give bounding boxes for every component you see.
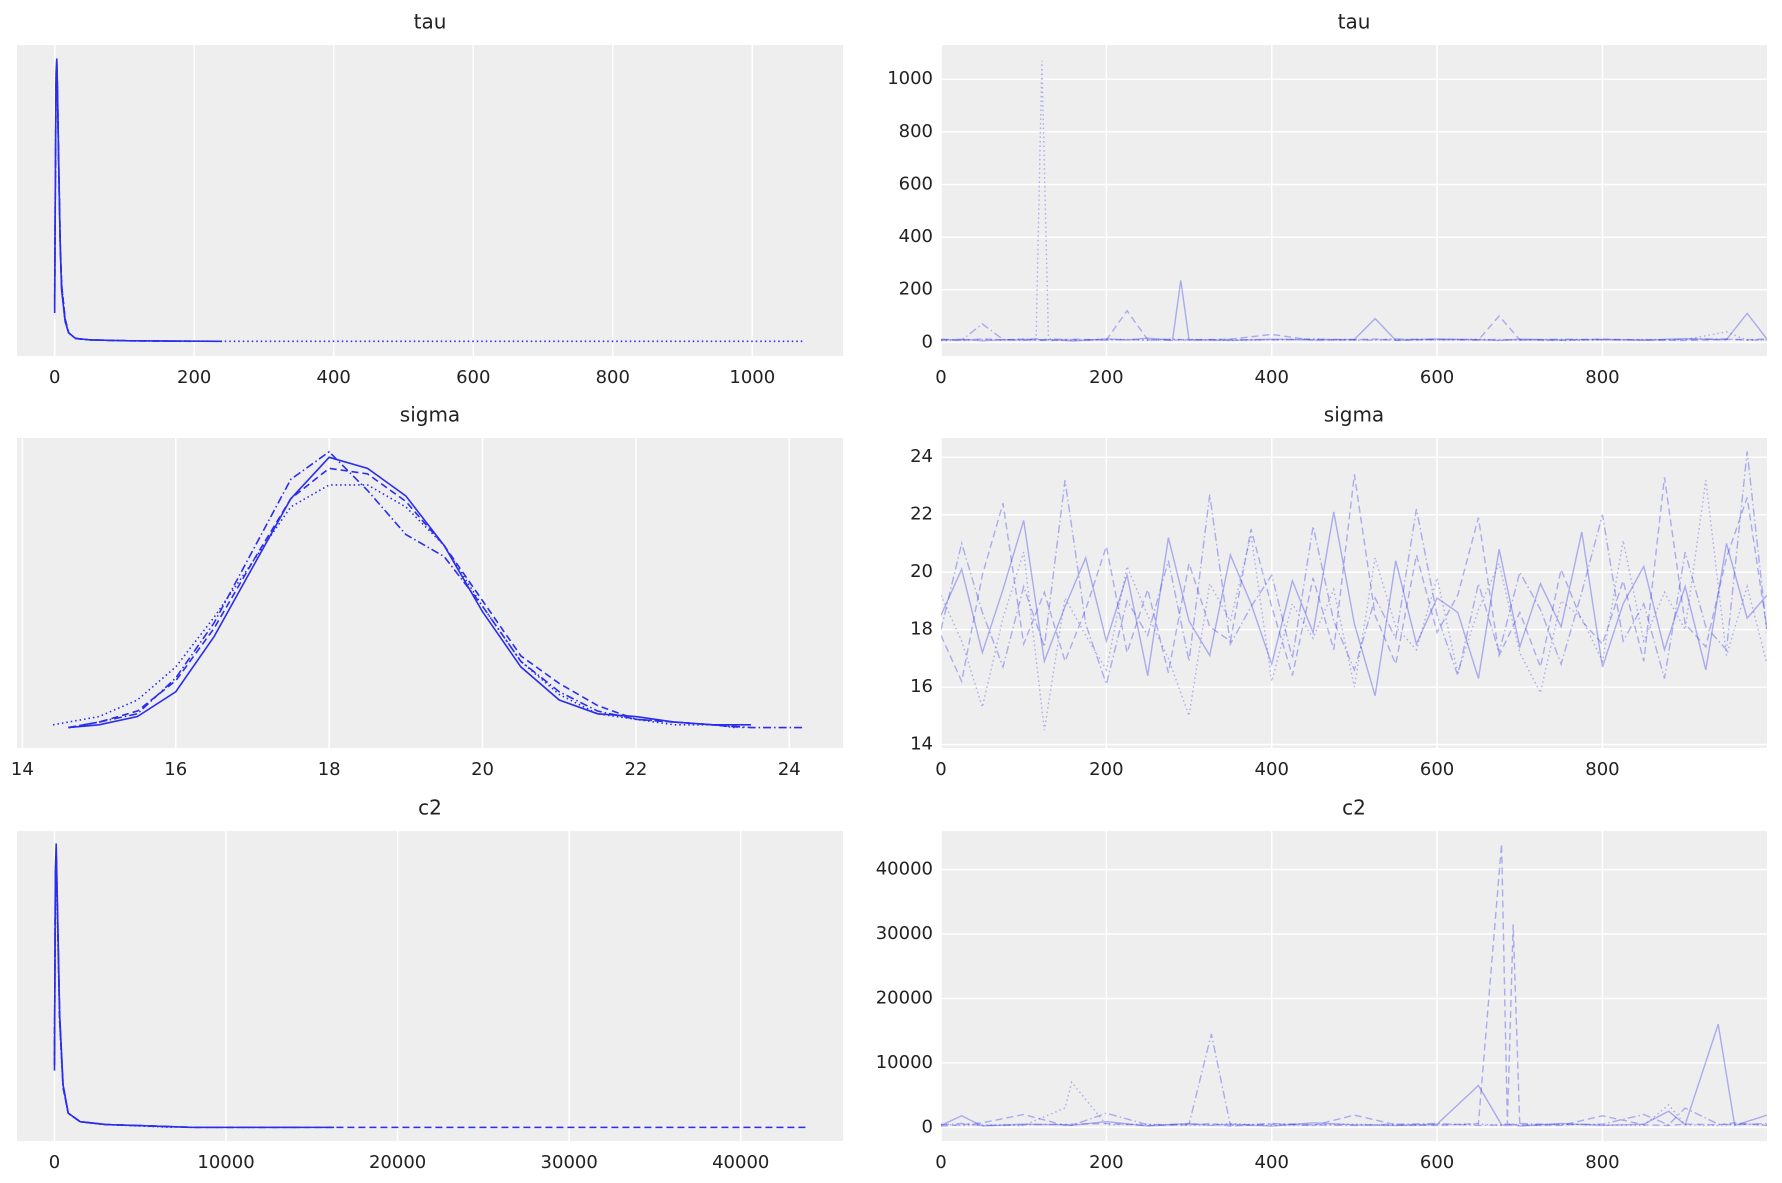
y-tick-label: 22 [910,504,933,525]
y-tick-label: 10000 [876,1052,933,1073]
x-tick-label: 18 [318,759,341,780]
x-tick-label: 600 [456,367,490,388]
x-tick-label: 0 [935,367,946,388]
x-tick-label: 10000 [197,1152,254,1173]
kde-line [53,871,175,1129]
trace-line [941,1033,1767,1127]
x-tick-label: 600 [1420,367,1454,388]
y-tick-label: 0 [922,1116,933,1137]
x-tick-label: 1000 [729,367,775,388]
trace-line [941,323,1767,342]
kde-line [53,851,304,1129]
panel-title: sigma [1324,403,1384,427]
x-tick-label: 40000 [712,1152,769,1173]
y-tick-label: 20 [910,561,933,582]
y-tick-label: 40000 [876,859,933,880]
x-tick-label: 200 [1089,759,1123,780]
x-tick-label: 800 [1585,759,1619,780]
y-tick-label: 24 [910,446,933,467]
x-tick-label: 0 [49,367,60,388]
plot-area [941,45,1767,356]
x-tick-label: 200 [1089,1152,1123,1173]
y-tick-label: 200 [899,279,933,300]
trace-line [941,480,1767,731]
plot-area [17,45,843,356]
x-tick-label: 800 [1585,367,1619,388]
plot-area [941,438,1767,748]
trace-line [941,474,1767,684]
trace-line [941,1024,1767,1127]
y-tick-label: 16 [910,676,933,697]
x-tick-label: 0 [49,1152,60,1173]
trace-line [941,309,1767,342]
x-tick-label: 600 [1420,1152,1454,1173]
x-tick-label: 22 [624,759,647,780]
panel-title: c2 [1342,796,1366,820]
x-tick-label: 30000 [541,1152,598,1173]
panel-title: c2 [418,796,442,820]
x-tick-label: 200 [177,367,211,388]
y-tick-label: 14 [910,734,933,755]
plot-area [17,438,843,748]
y-tick-label: 18 [910,619,933,640]
plot-area [941,831,1767,1141]
y-tick-label: 800 [899,121,933,142]
trace-line [941,451,1767,687]
trace-line [941,280,1767,342]
x-tick-label: 20 [471,759,494,780]
x-tick-label: 0 [935,1152,946,1173]
x-tick-label: 600 [1420,759,1454,780]
trace-line [941,511,1767,696]
y-tick-label: 600 [899,173,933,194]
trace-line [941,60,1767,342]
x-tick-label: 14 [11,759,34,780]
x-tick-label: 800 [1585,1152,1619,1173]
y-tick-label: 400 [899,226,933,247]
kde-line [68,450,805,729]
kde-line [53,61,181,343]
y-tick-label: 30000 [876,923,933,944]
panel-title: sigma [400,403,460,427]
y-tick-label: 20000 [876,987,933,1008]
x-tick-label: 400 [1255,759,1289,780]
x-tick-label: 400 [1255,367,1289,388]
x-tick-label: 20000 [369,1152,426,1173]
trace-line [941,1080,1767,1127]
plot-area [17,831,843,1141]
x-tick-label: 200 [1089,367,1123,388]
x-tick-label: 400 [317,367,351,388]
panel-title: tau [414,10,447,34]
x-tick-label: 800 [596,367,630,388]
x-tick-label: 24 [778,759,801,780]
y-tick-label: 0 [922,331,933,352]
x-tick-label: 0 [935,759,946,780]
kde-line [68,456,751,729]
x-tick-label: 16 [164,759,187,780]
x-tick-label: 400 [1255,1152,1289,1173]
y-tick-label: 1000 [887,68,933,89]
panel-title: tau [1338,10,1371,34]
